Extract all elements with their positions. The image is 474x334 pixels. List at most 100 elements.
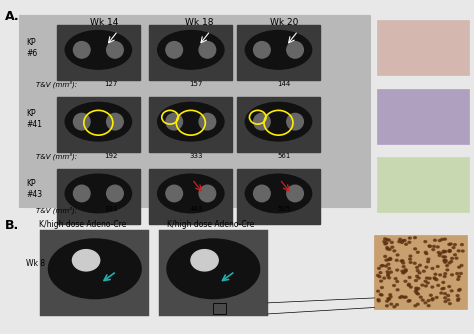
Circle shape <box>392 285 395 287</box>
Circle shape <box>442 250 445 252</box>
Circle shape <box>424 302 427 304</box>
Circle shape <box>435 279 438 281</box>
Circle shape <box>424 240 427 242</box>
Ellipse shape <box>199 114 216 130</box>
Circle shape <box>421 284 424 286</box>
Circle shape <box>407 300 410 302</box>
Circle shape <box>458 289 461 291</box>
Circle shape <box>390 271 392 273</box>
Text: T&V (mm³):: T&V (mm³): <box>36 153 77 160</box>
Circle shape <box>381 287 383 289</box>
Circle shape <box>388 277 391 279</box>
Ellipse shape <box>246 174 312 213</box>
Ellipse shape <box>254 185 270 202</box>
Circle shape <box>393 306 396 308</box>
Circle shape <box>378 276 381 278</box>
Circle shape <box>454 243 456 245</box>
Circle shape <box>402 272 405 274</box>
Text: Wk 18: Wk 18 <box>185 18 213 27</box>
Circle shape <box>389 259 392 261</box>
Ellipse shape <box>191 249 218 271</box>
Ellipse shape <box>157 103 224 141</box>
Circle shape <box>410 286 412 288</box>
Circle shape <box>421 299 424 301</box>
Circle shape <box>428 245 431 247</box>
Circle shape <box>442 256 445 258</box>
Circle shape <box>434 273 437 275</box>
Circle shape <box>416 270 419 272</box>
Circle shape <box>443 276 446 278</box>
Text: 144: 144 <box>277 81 291 87</box>
Bar <box>19 15 370 207</box>
Circle shape <box>402 262 405 264</box>
Ellipse shape <box>73 249 100 271</box>
Circle shape <box>403 271 406 273</box>
Circle shape <box>424 285 427 287</box>
Bar <box>159 230 268 316</box>
Bar <box>149 169 232 224</box>
Circle shape <box>386 246 389 248</box>
Circle shape <box>409 258 411 260</box>
Circle shape <box>424 280 427 282</box>
Circle shape <box>447 295 450 297</box>
Circle shape <box>388 268 391 270</box>
Circle shape <box>456 295 459 297</box>
Circle shape <box>396 254 399 256</box>
Circle shape <box>401 260 404 262</box>
Circle shape <box>380 280 383 282</box>
Circle shape <box>446 265 448 267</box>
Circle shape <box>386 239 389 241</box>
Circle shape <box>444 273 447 275</box>
Circle shape <box>408 300 411 302</box>
Circle shape <box>450 290 453 292</box>
Circle shape <box>402 296 405 298</box>
Circle shape <box>448 250 451 253</box>
Circle shape <box>414 305 417 307</box>
Ellipse shape <box>73 185 90 202</box>
Circle shape <box>383 238 386 240</box>
Ellipse shape <box>73 114 90 130</box>
Circle shape <box>379 272 382 274</box>
Circle shape <box>408 277 411 279</box>
Circle shape <box>446 269 449 271</box>
Circle shape <box>391 246 394 248</box>
Circle shape <box>396 289 399 291</box>
Circle shape <box>461 243 464 245</box>
Circle shape <box>419 296 422 298</box>
Text: KP
#6: KP #6 <box>26 38 37 58</box>
Circle shape <box>459 273 462 275</box>
Ellipse shape <box>287 41 303 58</box>
Bar <box>57 25 140 80</box>
Circle shape <box>449 243 452 245</box>
Text: 127: 127 <box>104 81 118 87</box>
Circle shape <box>457 289 460 291</box>
Circle shape <box>428 245 431 247</box>
Circle shape <box>444 301 447 303</box>
Circle shape <box>396 304 399 306</box>
Bar <box>213 303 227 314</box>
Circle shape <box>448 286 451 288</box>
Circle shape <box>444 261 447 263</box>
Circle shape <box>434 239 437 241</box>
Circle shape <box>442 287 445 289</box>
Circle shape <box>426 282 429 284</box>
Text: B.: B. <box>5 219 19 232</box>
Circle shape <box>396 269 399 271</box>
Ellipse shape <box>65 103 131 141</box>
Circle shape <box>456 273 459 275</box>
Circle shape <box>387 259 390 261</box>
Circle shape <box>433 245 436 247</box>
Ellipse shape <box>107 114 123 130</box>
Circle shape <box>457 279 460 281</box>
Circle shape <box>385 259 388 261</box>
Ellipse shape <box>107 41 123 58</box>
Circle shape <box>456 299 459 301</box>
Circle shape <box>422 270 425 272</box>
Text: 561: 561 <box>277 153 291 159</box>
Circle shape <box>444 297 447 299</box>
Circle shape <box>408 241 411 243</box>
Text: 505: 505 <box>277 206 291 212</box>
Circle shape <box>415 292 418 294</box>
Circle shape <box>452 246 455 248</box>
Circle shape <box>418 272 421 274</box>
